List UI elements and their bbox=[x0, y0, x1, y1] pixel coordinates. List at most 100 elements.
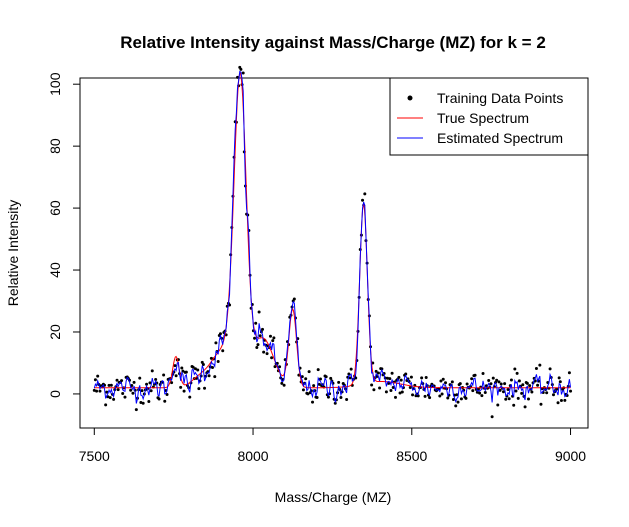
training-point bbox=[214, 341, 218, 345]
training-point bbox=[416, 394, 420, 398]
training-point bbox=[513, 367, 517, 371]
chart-title: Relative Intensity against Mass/Charge (… bbox=[120, 33, 546, 52]
training-point bbox=[516, 396, 520, 400]
training-point bbox=[318, 377, 322, 381]
training-point bbox=[300, 375, 304, 379]
training-point bbox=[163, 399, 167, 403]
training-point bbox=[523, 405, 527, 409]
training-point bbox=[528, 384, 532, 388]
training-point bbox=[96, 374, 100, 378]
training-point bbox=[514, 389, 518, 393]
training-point bbox=[301, 388, 305, 392]
training-point bbox=[465, 382, 469, 386]
training-point bbox=[184, 370, 188, 374]
training-point bbox=[131, 391, 135, 395]
y-tick-label: 80 bbox=[47, 138, 63, 154]
training-point bbox=[140, 389, 144, 393]
training-point bbox=[487, 379, 491, 383]
training-point bbox=[258, 334, 262, 338]
training-point bbox=[337, 380, 341, 384]
training-point bbox=[106, 395, 110, 399]
training-point bbox=[317, 382, 321, 386]
training-point bbox=[515, 371, 519, 375]
training-point bbox=[556, 401, 560, 405]
training-point bbox=[271, 339, 275, 343]
training-point bbox=[428, 396, 432, 400]
training-point bbox=[454, 404, 458, 408]
y-tick-label: 0 bbox=[47, 390, 63, 398]
training-point bbox=[273, 365, 277, 369]
training-point bbox=[400, 390, 404, 394]
training-point bbox=[241, 71, 245, 75]
training-point bbox=[438, 394, 442, 398]
x-axis-label: Mass/Charge (MZ) bbox=[275, 489, 392, 505]
training-point bbox=[423, 394, 427, 398]
training-point bbox=[496, 403, 500, 407]
training-point bbox=[221, 349, 225, 353]
training-point bbox=[307, 370, 311, 374]
training-point bbox=[182, 389, 186, 393]
training-point bbox=[548, 367, 552, 371]
training-point bbox=[390, 371, 394, 375]
training-point bbox=[347, 372, 351, 376]
training-point bbox=[384, 390, 388, 394]
training-point bbox=[261, 327, 265, 331]
training-point bbox=[569, 389, 573, 393]
training-point bbox=[306, 392, 310, 396]
training-point bbox=[121, 392, 125, 396]
training-point bbox=[145, 382, 149, 386]
training-point bbox=[191, 365, 195, 369]
legend-item-training: Training Data Points bbox=[437, 90, 563, 106]
training-point bbox=[481, 372, 485, 376]
training-point bbox=[441, 377, 445, 381]
training-point bbox=[389, 388, 393, 392]
training-point bbox=[551, 393, 555, 397]
training-point bbox=[211, 366, 214, 370]
legend-box bbox=[389, 77, 589, 156]
training-point bbox=[92, 388, 96, 392]
training-point bbox=[534, 367, 538, 371]
training-point bbox=[539, 402, 543, 406]
training-point bbox=[483, 391, 487, 395]
training-point bbox=[411, 393, 415, 397]
training-point bbox=[458, 382, 462, 386]
training-point bbox=[424, 376, 428, 379]
training-point bbox=[120, 379, 124, 383]
training-point bbox=[130, 384, 134, 388]
training-point bbox=[188, 395, 192, 399]
training-point bbox=[446, 396, 450, 400]
training-point bbox=[253, 336, 257, 340]
training-point bbox=[254, 321, 258, 325]
training-point bbox=[490, 415, 494, 419]
training-point bbox=[498, 388, 502, 392]
training-point bbox=[464, 396, 468, 400]
training-point bbox=[174, 374, 178, 378]
training-point bbox=[408, 385, 412, 389]
training-point bbox=[459, 397, 463, 401]
training-point bbox=[386, 376, 390, 380]
training-point bbox=[499, 382, 503, 386]
x-tick-label: 9000 bbox=[555, 448, 586, 464]
x-tick-label: 8000 bbox=[237, 448, 268, 464]
training-point bbox=[206, 370, 210, 374]
training-point bbox=[497, 380, 501, 384]
training-point bbox=[455, 393, 459, 397]
training-point bbox=[387, 381, 391, 385]
training-point bbox=[180, 366, 184, 370]
training-point bbox=[526, 397, 530, 401]
training-point bbox=[503, 382, 507, 386]
training-point bbox=[105, 390, 109, 394]
training-point bbox=[478, 391, 482, 395]
training-point bbox=[209, 356, 213, 360]
training-point bbox=[173, 364, 177, 368]
y-axis: 0 20 40 60 80 100 bbox=[47, 72, 81, 398]
training-point bbox=[129, 388, 133, 392]
training-point bbox=[170, 381, 174, 385]
training-point bbox=[148, 381, 152, 385]
training-point bbox=[501, 390, 505, 394]
training-point bbox=[150, 369, 154, 373]
training-point bbox=[399, 378, 403, 382]
training-point bbox=[475, 390, 479, 394]
plot-area bbox=[92, 65, 573, 419]
